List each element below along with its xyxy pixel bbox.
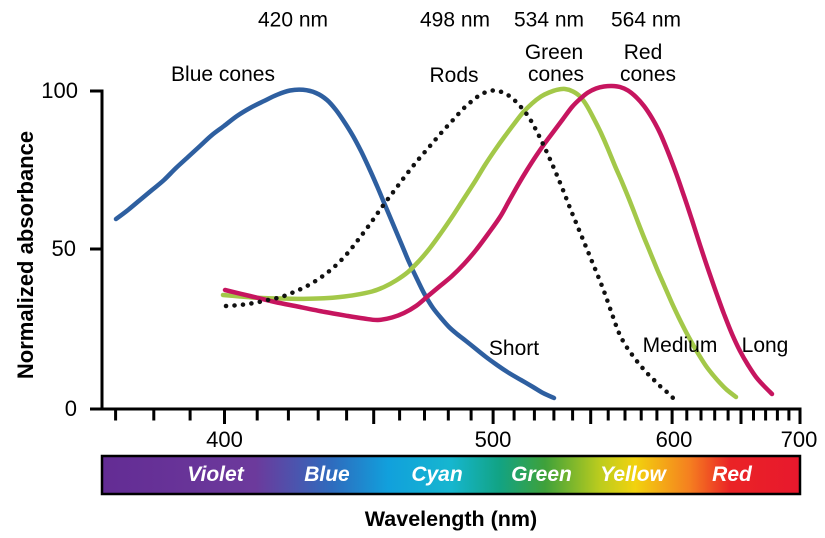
svg-text:Yellow: Yellow bbox=[600, 463, 667, 486]
svg-text:420 nm: 420 nm bbox=[258, 9, 328, 32]
svg-text:Cyan: Cyan bbox=[411, 463, 462, 486]
svg-text:400: 400 bbox=[206, 427, 243, 452]
svg-text:100: 100 bbox=[41, 78, 78, 103]
svg-text:50: 50 bbox=[52, 236, 76, 261]
svg-text:534 nm: 534 nm bbox=[514, 9, 584, 32]
svg-text:cones: cones bbox=[620, 63, 676, 86]
svg-text:Normalized absorbance: Normalized absorbance bbox=[13, 131, 38, 379]
svg-text:600: 600 bbox=[656, 427, 693, 452]
svg-text:498 nm: 498 nm bbox=[420, 9, 490, 32]
svg-text:Blue: Blue bbox=[304, 463, 350, 486]
svg-text:Wavelength (nm): Wavelength (nm) bbox=[365, 507, 537, 531]
svg-text:Red: Red bbox=[712, 463, 753, 486]
svg-text:Green: Green bbox=[511, 463, 572, 486]
svg-text:Medium: Medium bbox=[643, 334, 718, 357]
svg-text:500: 500 bbox=[475, 427, 512, 452]
svg-text:0: 0 bbox=[65, 396, 77, 421]
svg-text:Long: Long bbox=[742, 334, 789, 357]
svg-text:cones: cones bbox=[528, 63, 584, 86]
svg-text:Rods: Rods bbox=[429, 64, 478, 87]
svg-text:Violet: Violet bbox=[187, 463, 244, 486]
svg-text:Short: Short bbox=[489, 337, 539, 360]
svg-text:Blue cones: Blue cones bbox=[171, 63, 275, 86]
svg-text:700: 700 bbox=[781, 427, 818, 452]
svg-text:Green: Green bbox=[525, 41, 583, 64]
svg-text:Red: Red bbox=[624, 41, 663, 64]
svg-text:564 nm: 564 nm bbox=[611, 9, 681, 32]
